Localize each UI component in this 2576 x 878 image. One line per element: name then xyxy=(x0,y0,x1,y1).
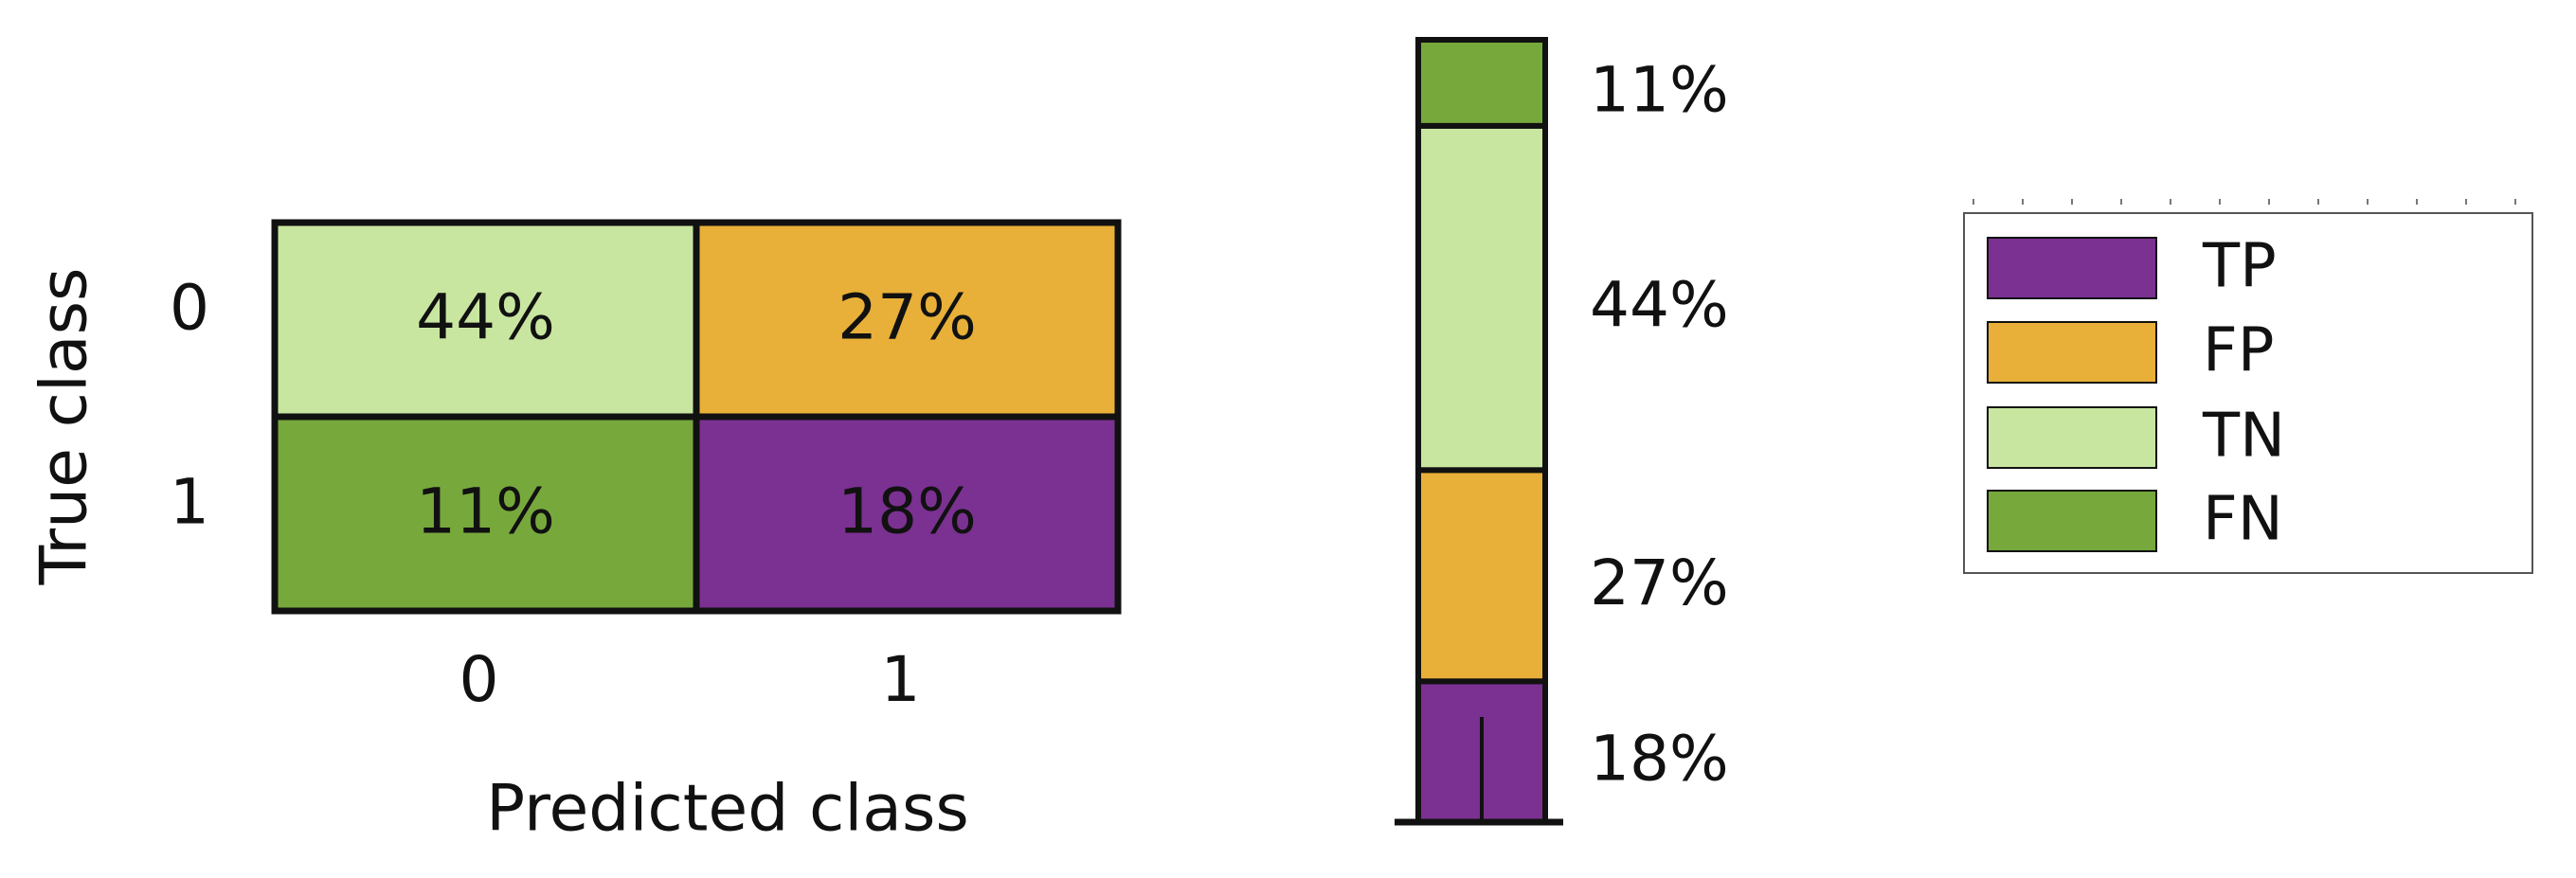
legend-swatch-tp xyxy=(1987,237,2157,299)
legend-swatch-fn xyxy=(1987,490,2157,552)
matrix-cell-fp xyxy=(693,219,1122,421)
legend-swatch-fp xyxy=(1987,321,2157,384)
stack-segment-label: 11% xyxy=(1590,53,1729,126)
confusion-matrix: 44% 27% 11% 18% 0 1 0 1 Predicted class True clas… xyxy=(27,219,1122,847)
legend: TP FP TN FN xyxy=(1963,199,2533,574)
stack-segment-tn xyxy=(1415,122,1548,474)
stack-segment-fp xyxy=(1415,467,1548,685)
matrix-cell-tp xyxy=(693,413,1122,615)
stack-segment-fn xyxy=(1415,37,1548,129)
y-axis-label: True class xyxy=(27,268,102,586)
legend-label: FN xyxy=(2203,485,2283,555)
y-tick-label: 1 xyxy=(170,466,209,539)
x-tick-label: 0 xyxy=(459,643,499,716)
matrix-cell-label: 27% xyxy=(838,281,977,354)
x-tick-label: 1 xyxy=(881,643,921,716)
legend-label: TN xyxy=(2202,402,2285,472)
stack-segment-label: 44% xyxy=(1590,269,1729,342)
stack-segment-label: 18% xyxy=(1590,723,1729,796)
x-axis-label: Predicted class xyxy=(486,772,969,847)
matrix-cell-tn xyxy=(271,219,700,421)
matrix-cell-label: 44% xyxy=(416,281,555,354)
matrix-cell-label: 18% xyxy=(838,475,977,548)
legend-label: FP xyxy=(2203,316,2274,386)
legend-label: TP xyxy=(2202,232,2277,302)
stack-segment-label: 27% xyxy=(1590,547,1729,619)
stacked-bar: 18% 27% 44% 11% xyxy=(1395,37,1729,826)
legend-swatch-tn xyxy=(1987,406,2157,469)
matrix-cell-fn xyxy=(271,413,700,615)
y-tick-label: 0 xyxy=(170,272,209,345)
matrix-cell-label: 11% xyxy=(416,475,555,548)
